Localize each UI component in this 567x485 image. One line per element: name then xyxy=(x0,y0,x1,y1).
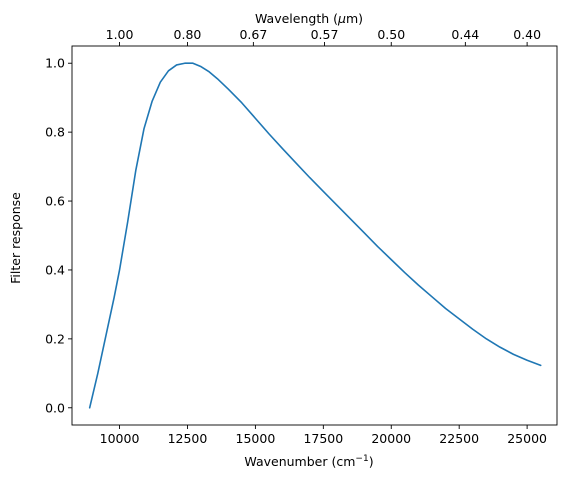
top-x-tick-label: 0.40 xyxy=(513,27,541,42)
y-tick-label: 0.6 xyxy=(45,194,65,209)
plot-frame xyxy=(71,45,558,426)
x-tick-label: 20000 xyxy=(371,431,411,446)
series-line-0 xyxy=(88,62,542,409)
y-axis-label: Filter response xyxy=(8,192,23,284)
top-x-tick-label: 0.80 xyxy=(174,27,202,42)
x-tick-label: 25000 xyxy=(507,431,547,446)
top-x-tick-label: 0.50 xyxy=(377,27,405,42)
top-x-tick-label: 0.67 xyxy=(239,27,267,42)
x-tick-label: 12500 xyxy=(168,431,208,446)
x-tick-label: 15000 xyxy=(236,431,276,446)
x-tick-label: 17500 xyxy=(303,431,343,446)
ticks-layer: 10000 12500 15000 17500 20000 22500 25000 0.0 0.… xyxy=(45,27,547,446)
x-tick-label: 22500 xyxy=(439,431,479,446)
x-tick-label: 10000 xyxy=(100,431,140,446)
y-tick-label: 0.0 xyxy=(45,400,65,415)
top-x-axis-label: Wavelength (μm) xyxy=(255,11,363,26)
top-x-tick-label: 0.44 xyxy=(451,27,479,42)
y-tick-label: 0.2 xyxy=(45,331,65,346)
y-tick-label: 1.0 xyxy=(45,56,65,71)
plot-area xyxy=(71,45,558,426)
x-axis-label: Wavenumber (cm−1) xyxy=(244,454,373,469)
top-x-tick-label: 0.57 xyxy=(311,27,339,42)
y-tick-label: 0.8 xyxy=(45,125,65,140)
top-x-tick-label: 1.00 xyxy=(106,27,134,42)
y-tick-label: 0.4 xyxy=(45,262,65,277)
